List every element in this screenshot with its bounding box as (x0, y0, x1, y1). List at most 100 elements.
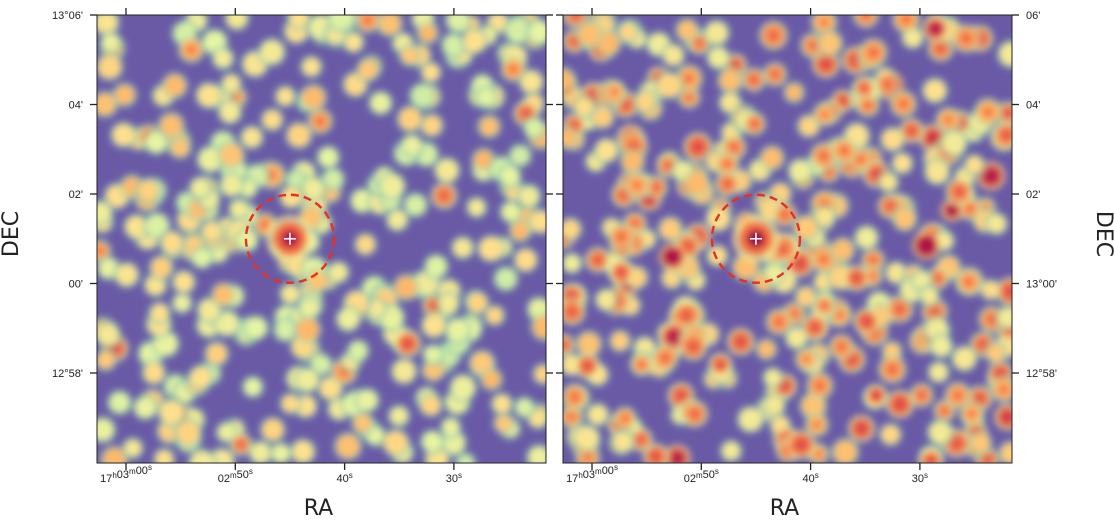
map-blob (170, 268, 198, 296)
map-blob (259, 106, 286, 133)
map-blob (662, 443, 692, 463)
map-blob (911, 230, 942, 261)
map-blob (306, 107, 334, 136)
map-blob (852, 307, 881, 336)
map-blob (992, 120, 1012, 150)
map-blob (299, 174, 328, 203)
map-blob (112, 260, 142, 290)
map-blob (392, 328, 423, 359)
emission-map (563, 15, 1012, 463)
map-blob (934, 105, 963, 134)
map-blob (785, 156, 815, 186)
map-blob (391, 272, 421, 302)
map-blob (771, 201, 799, 228)
map-blob (758, 20, 789, 51)
x-axis-title: RA (770, 496, 799, 521)
map-blob (785, 429, 817, 461)
map-blob (325, 15, 357, 34)
map-blob (210, 45, 237, 72)
map-blob (938, 127, 970, 159)
map-blob (842, 264, 871, 293)
map-blob (713, 151, 741, 178)
map-blob (653, 70, 685, 102)
map-blob (97, 238, 113, 264)
map-blob (108, 120, 139, 150)
map-blob (303, 267, 331, 294)
map-blob (659, 41, 687, 69)
map-blob (376, 170, 408, 202)
map-blob (366, 89, 395, 117)
map-blob (863, 383, 889, 408)
map-blob (891, 15, 922, 35)
map-blob (325, 259, 352, 286)
map-blob (908, 382, 935, 409)
map-blob (890, 204, 919, 234)
map-blob (525, 17, 546, 47)
source-position-marker (283, 232, 296, 245)
map-blob (584, 246, 612, 274)
map-blob (925, 359, 952, 386)
map-blob (524, 442, 546, 463)
map-blob (573, 352, 602, 380)
map-blob (298, 82, 329, 113)
map-blob (927, 332, 956, 360)
y-tick-label: 12°58' (52, 368, 83, 380)
map-blob (574, 329, 604, 359)
map-blob (741, 111, 767, 137)
map-blob (704, 242, 731, 269)
map-blob (354, 56, 382, 84)
map-blob (349, 410, 376, 437)
map-blob (961, 152, 987, 178)
map-blob (418, 60, 444, 85)
map-blob (764, 307, 794, 337)
map-blob (147, 253, 176, 282)
map-blob (506, 142, 534, 169)
map-blob (950, 23, 982, 54)
map-blob (921, 15, 950, 43)
map-blob (272, 83, 298, 109)
map-blob (442, 315, 472, 345)
map-blob (884, 389, 916, 420)
map-blob (889, 150, 916, 177)
map-blob (226, 196, 251, 222)
map-blob (629, 352, 654, 378)
map-blob (146, 300, 173, 326)
map-blob (140, 358, 168, 387)
map-blob (615, 19, 641, 45)
map-blob (173, 417, 204, 449)
map-blob (673, 16, 701, 44)
map-blob (198, 218, 225, 244)
plot-frame (96, 14, 547, 464)
map-blob (482, 303, 507, 328)
map-blob (925, 417, 955, 448)
y-tick-label: 00' (69, 279, 83, 291)
map-blob (222, 15, 251, 33)
map-blob (296, 295, 323, 322)
map-blob (422, 252, 451, 281)
y-tick-label: 02' (1026, 189, 1040, 201)
map-blob (189, 245, 215, 271)
map-blob (401, 190, 430, 220)
y-tick-label: 13°06' (52, 10, 83, 22)
map-blob (215, 139, 247, 171)
map-blob (592, 286, 620, 313)
map-blob (384, 206, 411, 234)
source-region-circle (710, 193, 802, 284)
map-blob (606, 222, 636, 252)
map-blob (105, 388, 134, 417)
map-blob (240, 374, 266, 400)
map-blob (612, 405, 638, 432)
map-blob (815, 28, 845, 58)
x-tick-label: 02m50s (218, 467, 253, 485)
map-blob (851, 15, 881, 30)
map-blob (607, 258, 635, 286)
map-blob (873, 71, 901, 98)
map-blob (701, 18, 732, 48)
x-axis-title: RA (304, 496, 333, 521)
map-blob (417, 391, 445, 419)
map-blob (438, 414, 463, 440)
map-blob (491, 411, 516, 436)
map-blob (169, 290, 195, 316)
source-region-circle (244, 193, 336, 284)
